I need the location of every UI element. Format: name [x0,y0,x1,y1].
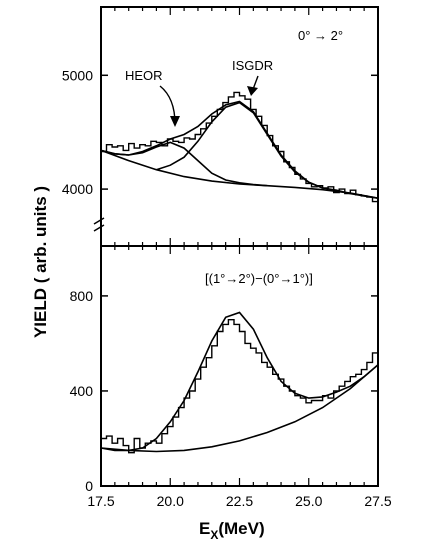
y-tick-label: 400 [70,383,94,399]
series-total-fit [100,311,379,452]
series-isgdr-component [156,101,323,189]
series-data-histogram [101,91,378,203]
series-background [100,149,379,199]
axis-break-mark [93,217,105,232]
series-data-histogram [101,319,378,454]
peak-label-isgdr: ISGDR [232,58,273,73]
top-panel-annotation: 0° → 2° [298,28,343,43]
x-tick-label: 22.5 [226,493,253,509]
y-tick-label: 800 [70,288,94,304]
series-total-fit [100,100,379,199]
x-tick-label: 27.5 [364,493,391,509]
bottom-panel-annotation: [(1°→2°)−(0°→1°)] [205,271,313,286]
x-tick-label: 17.5 [87,493,114,509]
x-axis-label: EX(MeV) [199,519,265,542]
isgdr-arrowhead [247,86,258,96]
y-tick-label: 4000 [62,181,93,197]
heor-arrowhead [170,116,180,127]
series-heor-component [100,141,268,187]
series-background [100,364,379,453]
y-tick-label: 5000 [62,67,93,83]
bottom-panel: 0 400 800 17.5 20.0 22.5 25.0 27.5 [70,245,392,509]
peak-label-heor: HEOR [125,68,163,83]
y-tick-label: 0 [85,478,93,494]
y-axis-label: YIELD ( arb. units ) [31,186,50,338]
x-tick-label: 25.0 [295,493,322,509]
x-tick-label: 20.0 [157,493,184,509]
